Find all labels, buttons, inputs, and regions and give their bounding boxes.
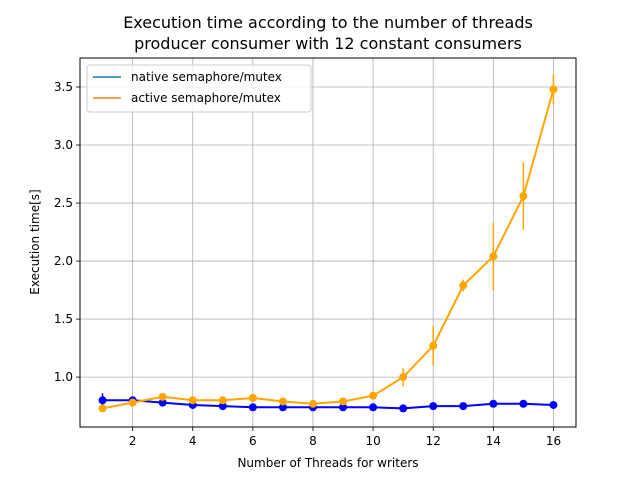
legend-label-active: active semaphore/mutex	[131, 91, 281, 105]
y-axis-label: Execution time[s]	[28, 189, 42, 294]
data-point	[248, 393, 257, 402]
data-point	[399, 373, 408, 382]
y-tick-label: 3.0	[54, 138, 73, 152]
x-tick-label: 8	[309, 434, 317, 448]
data-point	[369, 403, 378, 412]
x-tick-label: 12	[426, 434, 441, 448]
data-point	[128, 398, 137, 407]
legend-label-native: native semaphore/mutex	[131, 70, 282, 84]
data-point	[308, 399, 317, 408]
chart-title-line1: Execution time according to the number o…	[123, 13, 533, 32]
series-line	[102, 399, 554, 410]
data-point	[459, 281, 468, 290]
data-point	[429, 341, 438, 350]
y-tick-label: 2.5	[54, 196, 73, 210]
data-point	[278, 403, 287, 412]
data-point	[98, 404, 107, 413]
data-point	[248, 403, 257, 412]
data-point	[459, 402, 468, 411]
x-tick-label: 2	[129, 434, 137, 448]
data-point	[549, 85, 558, 94]
x-tick-label: 14	[486, 434, 501, 448]
x-axis-label: Number of Threads for writers	[237, 456, 418, 470]
data-point	[339, 403, 348, 412]
series-layer	[98, 74, 558, 413]
data-point	[98, 396, 107, 405]
axis-ticks: 2 4 6 8 10 12 14 16 1.0 1.5 2.0 2.5 3.0 3.5	[54, 80, 561, 448]
series-active	[98, 74, 558, 413]
data-point	[369, 391, 378, 400]
data-point	[489, 399, 498, 408]
data-point	[158, 392, 167, 401]
data-point	[188, 396, 197, 405]
y-tick-label: 1.0	[54, 370, 73, 384]
data-point	[489, 252, 498, 261]
y-tick-label: 2.0	[54, 254, 73, 268]
data-point	[278, 397, 287, 406]
data-point	[218, 402, 227, 411]
x-tick-label: 4	[189, 434, 197, 448]
y-tick-label: 3.5	[54, 80, 73, 94]
x-tick-label: 6	[249, 434, 257, 448]
data-point	[158, 398, 167, 407]
data-point	[399, 404, 408, 413]
data-point	[339, 397, 348, 406]
data-point	[519, 399, 528, 408]
plot-frame	[79, 57, 577, 428]
x-tick-label: 16	[546, 434, 561, 448]
data-point	[519, 192, 528, 201]
data-point	[218, 396, 227, 405]
series-line	[102, 89, 555, 410]
legend: native semaphore/mutex active semaphore/…	[86, 64, 312, 113]
series-native	[98, 393, 558, 413]
data-point	[429, 402, 438, 411]
legend-box	[86, 64, 312, 113]
x-tick-label: 10	[365, 434, 380, 448]
data-point	[549, 400, 558, 409]
chart-title-line2: producer consumer with 12 constant consu…	[134, 34, 522, 53]
y-tick-label: 1.5	[54, 312, 73, 326]
